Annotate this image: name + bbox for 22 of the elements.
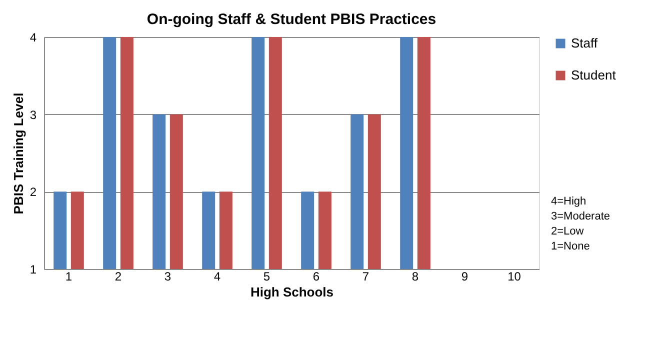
legend-label: Student [571,68,616,82]
x-tick-label: 1 [65,270,72,284]
y-axis-title: PBIS Training Level [10,92,26,214]
y-tick-label: 3 [30,108,37,122]
x-tick-label: 7 [362,270,370,284]
y-tick-label: 2 [30,185,37,200]
x-tick-label: 8 [412,270,419,284]
chart-title: On-going Staff & Student PBIS Practices [146,11,436,28]
text: 2=Low [551,226,584,238]
x-tick-label: 2 [114,270,122,284]
text: 3=Moderate [551,210,610,222]
legend-label: Staff [571,36,598,50]
x-tick-label: 9 [461,270,468,284]
x-tick-label: 10 [508,270,522,284]
x-tick-label: 3 [164,270,172,284]
x-axis-title: High Schools [250,284,334,300]
x-tick-label: 6 [312,270,320,284]
x-tick-label: 5 [263,270,270,284]
y-tick-label: 4 [30,30,37,44]
text: 1=None [551,240,590,252]
x-tick-label: 4 [214,270,221,284]
text: 4=High [551,196,586,208]
